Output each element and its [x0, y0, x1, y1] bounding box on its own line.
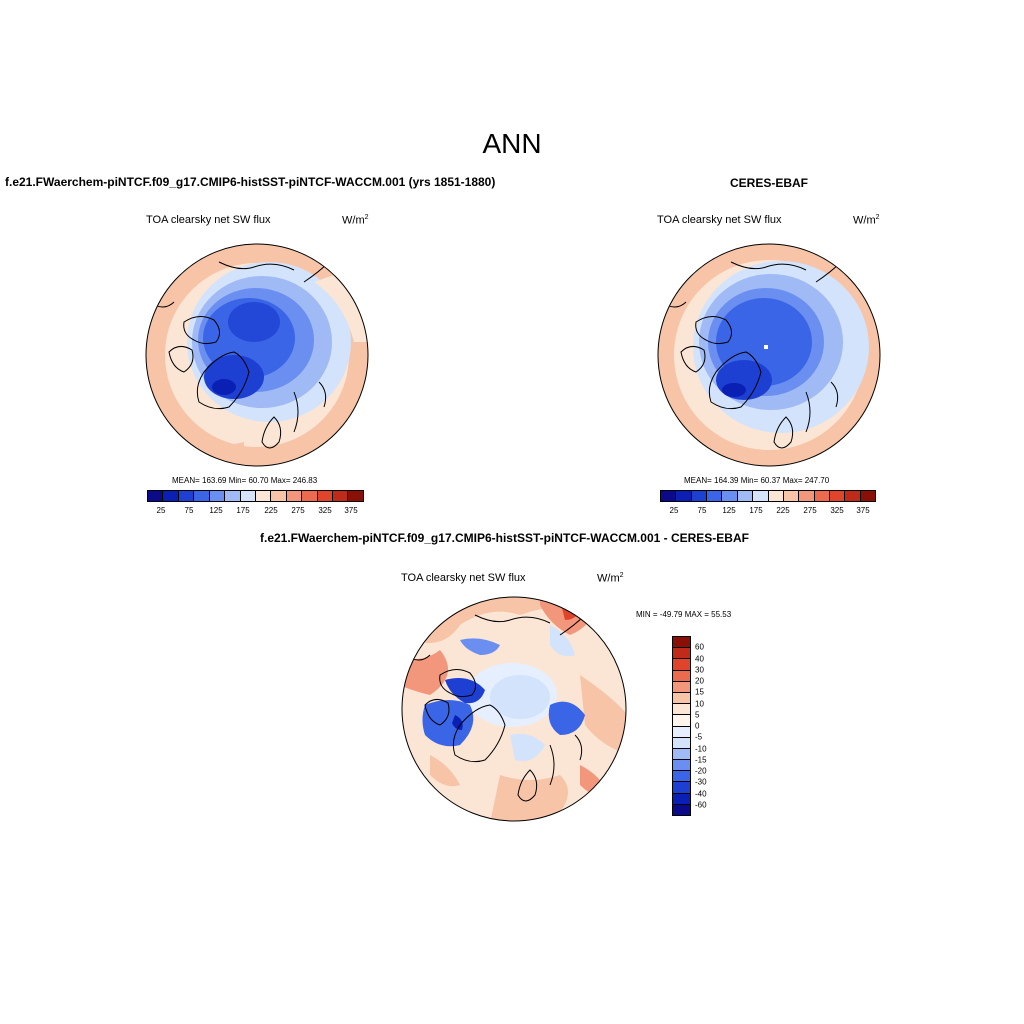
colorbar-swatch: [255, 491, 272, 501]
colorbar-swatch: [673, 771, 690, 783]
model-units-label: W/m2: [342, 214, 369, 227]
page-title: ANN: [482, 128, 542, 159]
colorbar-swatch: [209, 491, 226, 501]
colorbar-swatch: [676, 491, 692, 501]
colorbar-tick-label: 75: [184, 506, 194, 515]
colorbar-swatch: [348, 491, 363, 501]
colorbar-tick-label: -5: [695, 732, 703, 742]
colorbar-swatch: [178, 491, 195, 501]
colorbar-swatch: [317, 491, 334, 501]
diff-colorbar: [672, 636, 691, 816]
colorbar-swatch: [673, 681, 690, 693]
colorbar-tick-label: -10: [695, 744, 707, 754]
colorbar-tick-label: 75: [697, 506, 707, 515]
colorbar-swatch: [829, 491, 846, 501]
obs-variable-label: TOA clearsky net SW flux: [657, 214, 782, 226]
colorbar-tick-label: 125: [209, 506, 223, 515]
colorbar-tick-label: 30: [695, 665, 704, 675]
colorbar-tick-label: 275: [291, 506, 305, 515]
diff-variable-label: TOA clearsky net SW flux: [401, 572, 526, 584]
obs-colorbar: [660, 490, 876, 502]
colorbar-swatch: [691, 491, 708, 501]
colorbar-swatch: [194, 491, 210, 501]
colorbar-swatch: [673, 804, 690, 815]
colorbar-swatch: [768, 491, 784, 501]
colorbar-swatch: [673, 760, 690, 772]
colorbar-tick-label: -20: [695, 766, 707, 776]
colorbar-swatch: [783, 491, 800, 501]
colorbar-tick-label: 125: [722, 506, 736, 515]
colorbar-tick-label: 15: [695, 687, 704, 697]
colorbar-swatch: [673, 715, 690, 727]
colorbar-swatch: [225, 491, 241, 501]
colorbar-swatch: [286, 491, 303, 501]
colorbar-tick-label: 25: [669, 506, 679, 515]
obs-case-title: CERES-EBAF: [730, 176, 809, 190]
colorbar-tick-label: -60: [695, 800, 707, 810]
colorbar-tick-label: 40: [695, 654, 704, 664]
diff-polar-map: [401, 596, 627, 822]
colorbar-tick-label: 325: [318, 506, 332, 515]
colorbar-tick-label: 20: [695, 676, 704, 686]
colorbar-swatch: [673, 637, 690, 649]
colorbar-swatch: [753, 491, 769, 501]
colorbar-swatch: [661, 491, 677, 501]
colorbar-swatch: [271, 491, 287, 501]
model-case-title: f.e21.FWaerchem-piNTCF.f09_g17.CMIP6-his…: [5, 175, 496, 189]
colorbar-swatch: [845, 491, 861, 501]
colorbar-tick-label: 10: [695, 699, 704, 709]
colorbar-swatch: [673, 748, 690, 761]
colorbar-tick-label: 325: [830, 506, 844, 515]
model-colorbar: [147, 490, 364, 502]
colorbar-swatch: [673, 648, 690, 660]
colorbar-tick-label: -40: [695, 789, 707, 799]
model-colorbar-ticks: 25 75 125 175 225 275 325 375: [147, 506, 364, 518]
diff-colorbar-ticks: 60 40 30 20 15 10 5 0 -5 -10 -15 -20 -30…: [695, 636, 725, 816]
colorbar-tick-label: -15: [695, 755, 707, 765]
colorbar-swatch: [148, 491, 164, 501]
colorbar-swatch: [722, 491, 738, 501]
diff-stats: MIN = -49.79 MAX = 55.53: [636, 610, 732, 619]
colorbar-tick-label: -30: [695, 777, 707, 787]
colorbar-tick-label: 175: [749, 506, 763, 515]
colorbar-tick-label: 5: [695, 710, 700, 720]
colorbar-swatch: [302, 491, 318, 501]
colorbar-swatch: [673, 670, 690, 682]
colorbar-swatch: [673, 726, 690, 738]
colorbar-tick-label: 60: [695, 642, 704, 652]
colorbar-tick-label: 25: [156, 506, 166, 515]
colorbar-swatch: [673, 782, 690, 794]
model-stats: MEAN= 163.69 Min= 60.70 Max= 246.83: [172, 476, 318, 485]
colorbar-swatch: [707, 491, 723, 501]
colorbar-swatch: [673, 793, 690, 805]
colorbar-swatch: [163, 491, 179, 501]
colorbar-tick-label: 375: [344, 506, 358, 515]
colorbar-tick-label: 275: [803, 506, 817, 515]
colorbar-tick-label: 225: [264, 506, 278, 515]
colorbar-tick-label: 225: [776, 506, 790, 515]
colorbar-swatch: [814, 491, 830, 501]
model-polar-map: [145, 243, 369, 467]
colorbar-tick-label: 0: [695, 721, 700, 731]
colorbar-swatch: [860, 491, 876, 501]
model-variable-label: TOA clearsky net SW flux: [146, 214, 271, 226]
colorbar-tick-label: 375: [856, 506, 870, 515]
colorbar-swatch: [673, 704, 690, 716]
colorbar-swatch: [737, 491, 754, 501]
colorbar-swatch: [240, 491, 256, 501]
colorbar-swatch: [673, 737, 690, 749]
obs-stats: MEAN= 164.39 Min= 60.37 Max= 247.70: [684, 476, 830, 485]
colorbar-swatch: [673, 692, 690, 705]
diff-case-title: f.e21.FWaerchem-piNTCF.f09_g17.CMIP6-his…: [260, 531, 749, 545]
diff-units-label: W/m2: [597, 572, 624, 585]
colorbar-swatch: [673, 659, 690, 671]
colorbar-tick-label: 175: [236, 506, 250, 515]
obs-polar-map: [657, 243, 881, 467]
colorbar-swatch: [333, 491, 349, 501]
obs-units-label: W/m2: [853, 214, 880, 227]
colorbar-swatch: [799, 491, 815, 501]
obs-colorbar-ticks: 25 75 125 175 225 275 325 375: [660, 506, 876, 518]
